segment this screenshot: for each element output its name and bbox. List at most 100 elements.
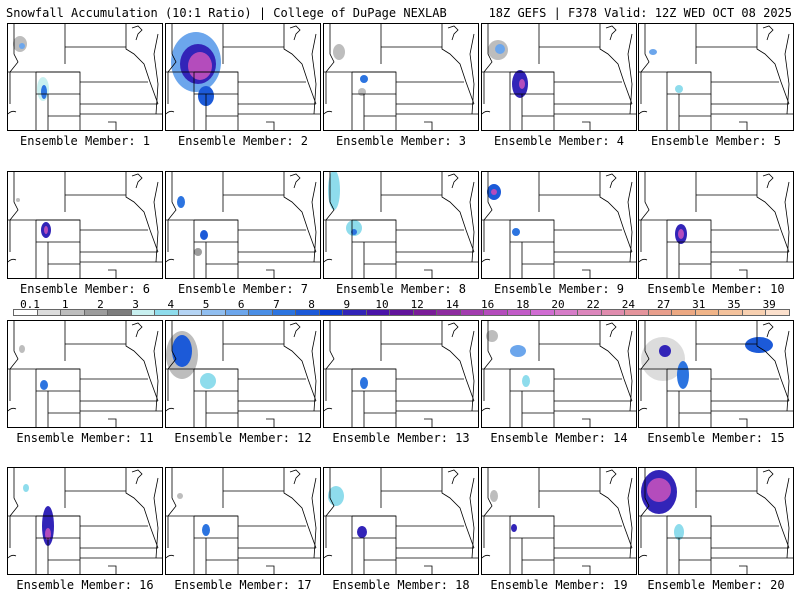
state-border (582, 269, 591, 278)
snowfall-map (166, 172, 320, 278)
state-border (756, 172, 782, 231)
state-border (153, 181, 159, 263)
snowfall-area (346, 220, 362, 236)
state-border (762, 322, 774, 338)
state-border (640, 24, 650, 104)
state-border (605, 25, 617, 41)
state-border (667, 71, 712, 95)
legend-tick-label: 39 (762, 298, 776, 311)
state-border (640, 172, 650, 252)
state-border (131, 173, 143, 189)
snowfall-area (491, 189, 497, 195)
model-run-info: 18Z GEFS | F378 Valid: 12Z WED OCT 08 20… (488, 6, 792, 20)
state-border (447, 25, 459, 41)
state-border (131, 25, 143, 41)
member-label: Ensemble Member: 8 (335, 282, 467, 296)
state-border (510, 368, 555, 392)
state-border (627, 181, 633, 263)
state-border (9, 468, 19, 548)
state-border (324, 407, 333, 412)
snowfall-area (490, 490, 498, 502)
snowfall-map (324, 468, 478, 574)
member-map-panel (638, 320, 794, 428)
member-label: Ensemble Member: 4 (493, 134, 625, 148)
member-label: Ensemble Member: 5 (650, 134, 782, 148)
snowfall-area (45, 528, 51, 540)
state-border (469, 181, 475, 263)
member-label: Ensemble Member: 14 (490, 431, 628, 445)
state-border (325, 24, 335, 104)
state-border (640, 321, 650, 401)
state-border (762, 25, 774, 41)
state-border (311, 33, 317, 115)
state-border (289, 469, 301, 485)
state-border (739, 565, 748, 574)
state-border (266, 565, 275, 574)
snowfall-map (166, 468, 320, 574)
member-label: Ensemble Member: 7 (177, 282, 309, 296)
snowfall-area (512, 228, 520, 236)
legend-tick-label: 14 (445, 298, 460, 311)
state-border (325, 321, 335, 401)
state-border (125, 172, 151, 231)
legend-tick-label: 2 (97, 298, 104, 311)
snowfall-area (675, 85, 683, 93)
state-border (605, 322, 617, 338)
state-border (153, 33, 159, 115)
state-border (283, 172, 309, 231)
member-label: Ensemble Member: 2 (177, 134, 309, 148)
state-border (125, 468, 151, 527)
state-border (482, 110, 491, 115)
state-border (324, 554, 333, 559)
legend-tick-label: 1 (61, 298, 69, 311)
state-border (311, 477, 317, 559)
member-label: Ensemble Member: 11 (16, 431, 154, 445)
snowfall-area (495, 44, 505, 54)
member-map-panel (638, 467, 794, 575)
state-border (283, 321, 309, 380)
legend-swatch (154, 309, 179, 316)
state-border (108, 565, 117, 574)
state-border (599, 468, 625, 527)
snowfall-area (641, 337, 685, 381)
snowfall-area (519, 79, 525, 89)
state-border (784, 330, 790, 412)
member-label: Ensemble Member: 12 (174, 431, 312, 445)
map-title: Snowfall Accumulation (10:1 Ratio) | Col… (6, 6, 447, 20)
member-label: Ensemble Member: 17 (174, 578, 312, 592)
state-border (352, 368, 397, 392)
state-border (639, 554, 648, 559)
legend-tick-label: 3 (132, 298, 139, 311)
snowfall-map (8, 321, 162, 427)
state-border (469, 477, 475, 559)
state-border (424, 418, 433, 427)
state-border (166, 407, 175, 412)
state-border (131, 469, 143, 485)
snowfall-area (44, 226, 48, 234)
snowfall-area (678, 229, 684, 239)
snowfall-map (639, 468, 793, 574)
snowfall-area (177, 493, 183, 499)
snowfall-map (166, 321, 320, 427)
member-label: Ensemble Member: 18 (332, 578, 470, 592)
member-map-panel (165, 320, 321, 428)
state-border (582, 565, 591, 574)
snowfall-area (360, 377, 368, 389)
snowfall-area (19, 345, 25, 353)
member-label: Ensemble Member: 16 (16, 578, 154, 592)
state-border (8, 407, 17, 412)
member-map-panel (481, 171, 637, 279)
snowfall-map (324, 24, 478, 130)
state-border (482, 554, 491, 559)
snowfall-area (522, 375, 530, 387)
legend-swatch (248, 309, 273, 316)
legend-tick-label: 18 (516, 298, 530, 311)
state-border (639, 407, 648, 412)
state-border (153, 477, 159, 559)
state-border (756, 24, 782, 83)
state-border (582, 418, 591, 427)
legend-tick-label: 4 (167, 298, 175, 311)
state-border (167, 321, 177, 401)
snowfall-map (324, 172, 478, 278)
snowfall-area (357, 526, 367, 538)
